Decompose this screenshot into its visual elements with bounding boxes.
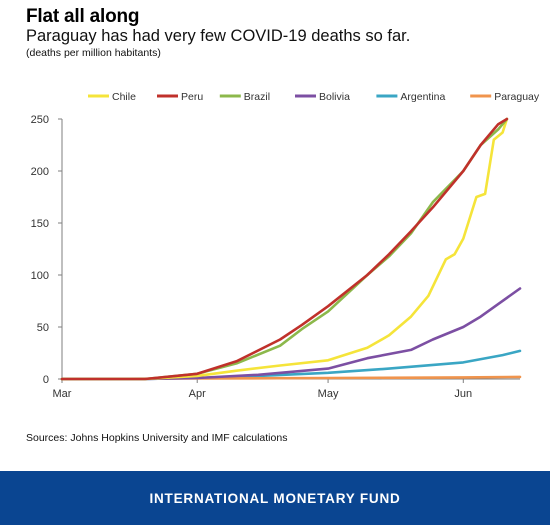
legend-label-chile: Chile: [112, 91, 136, 103]
y-tick-label: 50: [37, 322, 49, 334]
legend-label-paraguay: Paraguay: [494, 91, 540, 103]
footer-banner: INTERNATIONAL MONETARY FUND: [0, 471, 550, 525]
x-tick-label: Apr: [189, 388, 206, 400]
source-note: Sources: Johns Hopkins University and IM…: [26, 432, 288, 444]
chart-subtitle: Paraguay has had very few COVID-19 death…: [26, 27, 411, 45]
y-tick-label: 200: [31, 166, 49, 178]
chart-title: Flat all along: [26, 6, 140, 27]
legend-label-peru: Peru: [181, 91, 203, 103]
y-tick-label: 250: [31, 114, 49, 126]
footer-org: INTERNATIONAL MONETARY FUND: [149, 490, 401, 506]
y-tick-label: 100: [31, 270, 49, 282]
legend-label-brazil: Brazil: [244, 91, 270, 103]
legend-label-bolivia: Bolivia: [319, 91, 350, 103]
x-tick-label: Mar: [53, 388, 72, 400]
series-line-brazil: [60, 117, 509, 381]
y-tick-label: 150: [31, 218, 49, 230]
legend-label-argentina: Argentina: [400, 91, 445, 103]
line-chart: 0 50 100 150 200 250 Mar Apr May Jun Chile Peru Braz…: [31, 91, 540, 400]
x-tick-label: Jun: [454, 388, 472, 400]
x-tick-label: May: [318, 388, 339, 400]
series-line-peru: [60, 117, 509, 381]
units-label: (deaths per million habitants): [26, 47, 161, 59]
series-line-bolivia: [60, 287, 522, 381]
y-tick-label: 0: [43, 374, 49, 386]
series-line-chile: [60, 117, 509, 381]
